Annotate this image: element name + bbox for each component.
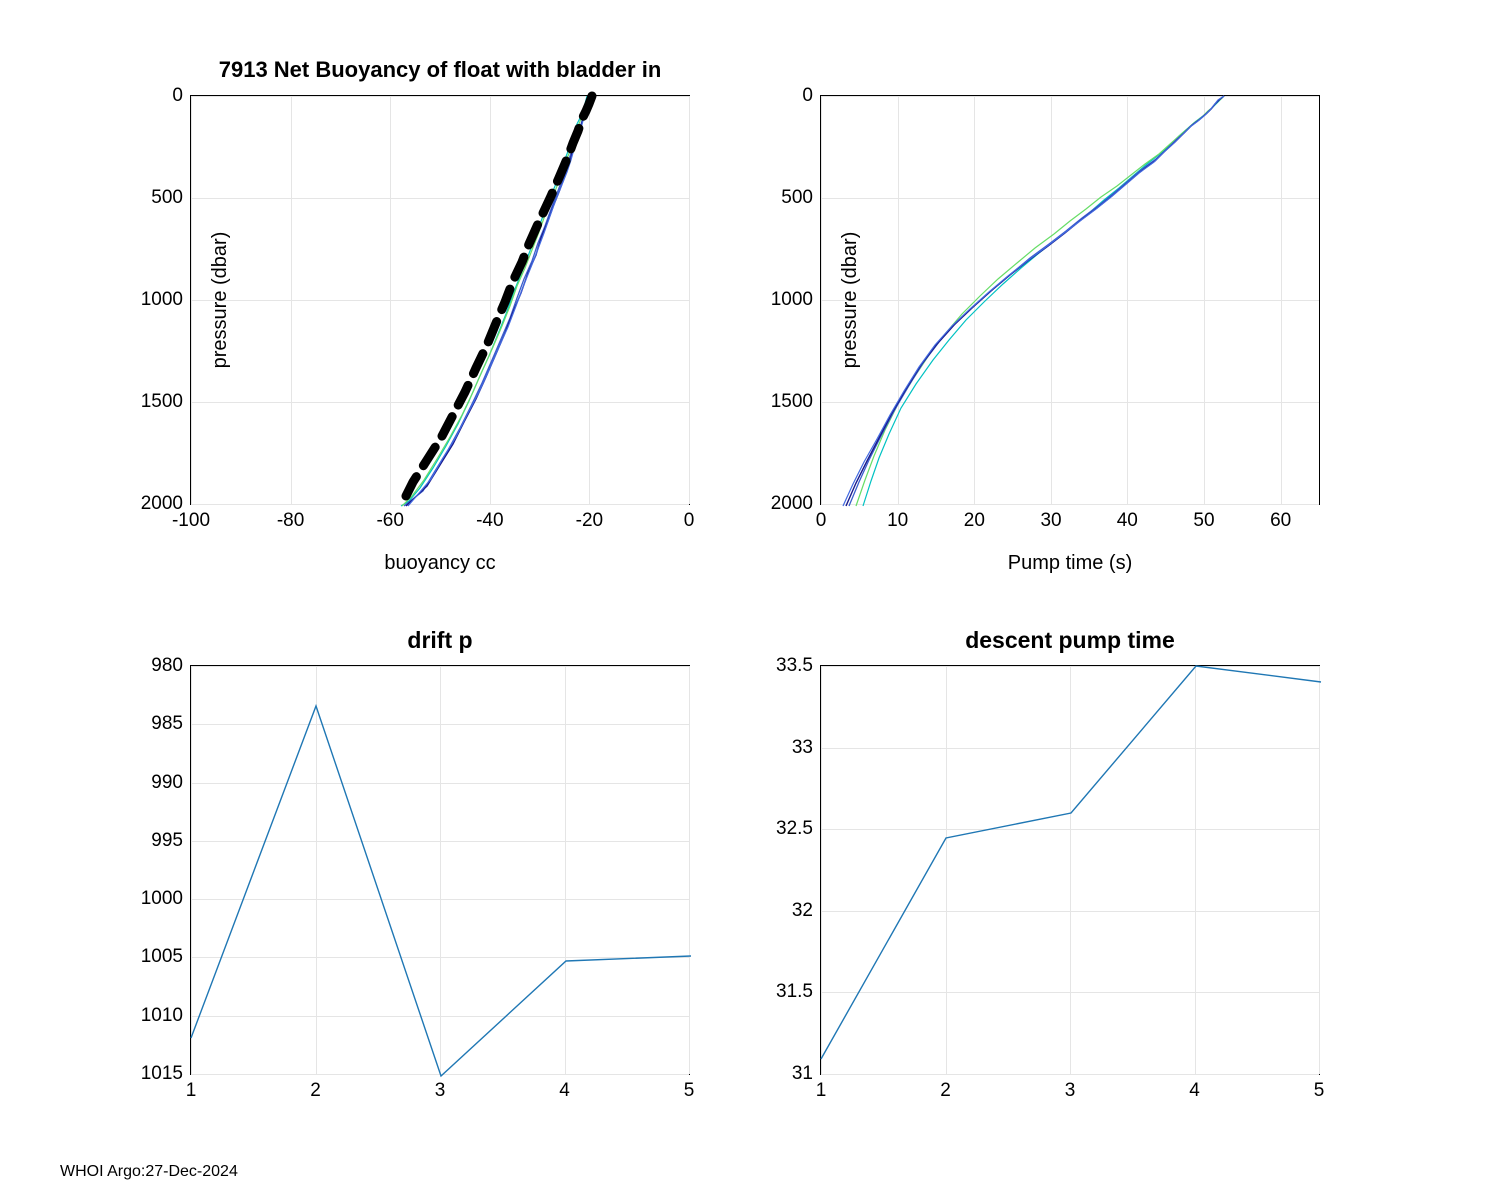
drift-p-ytick-2: 990 xyxy=(151,772,183,794)
net-buoyancy-ytick-1: 500 xyxy=(151,187,183,209)
drift-p-ytick-1: 985 xyxy=(151,713,183,735)
pump-time-ytick-0: 0 xyxy=(802,85,813,107)
net-buoyancy-xtick-0: -100 xyxy=(172,510,210,532)
descent-pump-time-line xyxy=(821,666,1321,1059)
pump-time-svg xyxy=(821,96,1321,506)
drift-p-xtick-0: 1 xyxy=(186,1080,197,1102)
net-buoyancy-xtick-1: -80 xyxy=(277,510,304,532)
net-buoyancy-xtick-2: -60 xyxy=(376,510,403,532)
net-buoyancy-ytick-2: 1000 xyxy=(141,289,183,311)
net-buoyancy-title: 7913 Net Buoyancy of float with bladder … xyxy=(190,57,690,83)
descent-pump-time-xtick-3: 4 xyxy=(1189,1080,1200,1102)
descent-pump-time-ytick-1: 33 xyxy=(792,737,813,759)
net-buoyancy-xtick-5: 0 xyxy=(684,510,695,532)
net-buoyancy-ytick-3: 1500 xyxy=(141,391,183,413)
net-buoyancy-xtick-3: -40 xyxy=(476,510,503,532)
drift-p-plot-area[interactable]: 980 985 990 995 1000 1005 1010 1015 1 2 … xyxy=(190,665,690,1075)
pump-time-xtick-2: 20 xyxy=(964,510,985,532)
figure-page: 7913 Net Buoyancy of float with bladder … xyxy=(0,0,1500,1200)
descent-pump-time-xtick-2: 3 xyxy=(1065,1080,1076,1102)
net-buoyancy-xtick-4: -20 xyxy=(576,510,603,532)
drift-p-xtick-4: 5 xyxy=(684,1080,695,1102)
drift-p-ytick-3: 995 xyxy=(151,830,183,852)
drift-p-xtick-3: 4 xyxy=(559,1080,570,1102)
drift-p-xtick-2: 3 xyxy=(435,1080,446,1102)
descent-pump-time-xtick-1: 2 xyxy=(940,1080,951,1102)
net-buoyancy-svg xyxy=(191,96,691,506)
drift-p-ytick-0: 980 xyxy=(151,655,183,677)
pump-time-xtick-0: 0 xyxy=(816,510,827,532)
drift-p-ytick-6: 1010 xyxy=(141,1005,183,1027)
figure-footer: WHOI Argo:27-Dec-2024 xyxy=(60,1163,238,1181)
descent-pump-time-svg xyxy=(821,666,1321,1076)
net-buoyancy-ylabel: pressure (dbar) xyxy=(209,232,232,369)
pump-time-xtick-5: 50 xyxy=(1193,510,1214,532)
net-buoyancy-plot-area[interactable]: 0 500 1000 1500 2000 -100 -80 -60 -40 -2… xyxy=(190,95,690,505)
pump-time-xtick-4: 40 xyxy=(1117,510,1138,532)
net-buoyancy-xlabel: buoyancy cc xyxy=(384,552,495,575)
pump-time-ytick-3: 1500 xyxy=(771,391,813,413)
descent-pump-time-ytick-5: 31 xyxy=(792,1063,813,1085)
panel-pump-time: 0 500 1000 1500 2000 0 10 20 30 40 50 60… xyxy=(820,95,1320,505)
pump-time-ytick-4: 2000 xyxy=(771,493,813,515)
descent-pump-time-xtick-0: 1 xyxy=(816,1080,827,1102)
drift-p-ytick-4: 1000 xyxy=(141,888,183,910)
drift-p-ytick-7: 1015 xyxy=(141,1063,183,1085)
descent-pump-time-title: descent pump time xyxy=(820,627,1320,654)
pump-time-xlabel: Pump time (s) xyxy=(1008,552,1132,575)
net-buoyancy-ytick-0: 0 xyxy=(172,85,183,107)
descent-pump-time-xtick-4: 5 xyxy=(1314,1080,1325,1102)
drift-p-title: drift p xyxy=(190,627,690,654)
drift-p-line xyxy=(191,706,691,1076)
drift-p-svg xyxy=(191,666,691,1076)
pump-time-xtick-6: 60 xyxy=(1270,510,1291,532)
pump-time-ytick-2: 1000 xyxy=(771,289,813,311)
descent-pump-time-ytick-3: 32 xyxy=(792,900,813,922)
descent-pump-time-ytick-4: 31.5 xyxy=(776,981,813,1003)
panel-drift-p: drift p 980 985 990 995 1000 1005 xyxy=(190,665,690,1075)
pump-time-ylabel: pressure (dbar) xyxy=(839,232,862,369)
pump-time-xtick-3: 30 xyxy=(1040,510,1061,532)
pump-time-ytick-1: 500 xyxy=(781,187,813,209)
drift-p-ytick-5: 1005 xyxy=(141,946,183,968)
panel-net-buoyancy: 7913 Net Buoyancy of float with bladder … xyxy=(190,95,690,505)
drift-p-xtick-1: 2 xyxy=(310,1080,321,1102)
descent-pump-time-plot-area[interactable]: 33.5 33 32.5 32 31.5 31 1 2 3 4 5 xyxy=(820,665,1320,1075)
pump-time-xtick-1: 10 xyxy=(887,510,908,532)
pump-time-plot-area[interactable]: 0 500 1000 1500 2000 0 10 20 30 40 50 60 xyxy=(820,95,1320,505)
net-buoyancy-fit-line xyxy=(401,96,592,506)
panel-descent-pump-time: descent pump time 33.5 33 32.5 32 31.5 3… xyxy=(820,665,1320,1075)
descent-pump-time-ytick-0: 33.5 xyxy=(776,655,813,677)
descent-pump-time-ytick-2: 32.5 xyxy=(776,818,813,840)
